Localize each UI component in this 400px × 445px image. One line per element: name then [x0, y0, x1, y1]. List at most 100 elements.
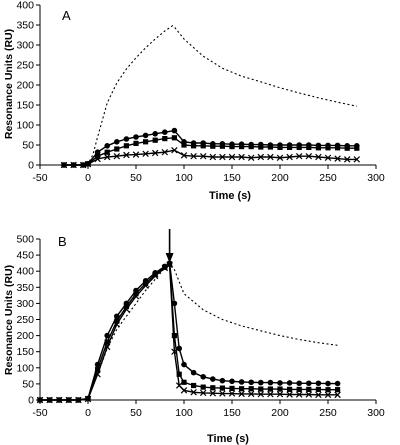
- panel-a-square-point: [277, 144, 283, 150]
- panel-a-square-point: [335, 145, 341, 151]
- panel-b-circle-point: [286, 380, 293, 386]
- panel-a-x-point: [247, 154, 255, 162]
- panel-b-x-point: [171, 348, 178, 355]
- panel-a-circle-point: [123, 136, 130, 142]
- panel-b-square-point: [335, 387, 341, 393]
- panel-b-square-point: [219, 385, 225, 391]
- panel-a-circle-point: [104, 143, 110, 149]
- panel-b-square-point: [258, 386, 264, 392]
- panel-b-x-point: [257, 390, 265, 398]
- panel-b-x-point: [305, 391, 313, 398]
- panel-b-injection-arrow: [165, 229, 174, 263]
- panel-a-square-point: [325, 145, 331, 151]
- panel-b-square-point: [277, 386, 283, 392]
- panel-a-x-point: [161, 148, 169, 156]
- panel-b-x-point: [180, 387, 188, 394]
- panel-a-square-point: [95, 153, 101, 159]
- panel-b-square-point: [95, 366, 101, 373]
- panel-b-x-point: [46, 396, 53, 404]
- panel-a-square-point: [258, 144, 264, 150]
- panel-b-circle-point: [114, 313, 120, 320]
- panel-b-x-point: [295, 391, 303, 398]
- panel-b-y-tick-label: 100: [16, 362, 34, 374]
- panel-b-data: [36, 229, 341, 404]
- panel-a-square-point: [315, 145, 321, 151]
- panel-b-square-point: [267, 386, 273, 392]
- panel-b-x-point: [161, 264, 169, 272]
- panel-a-square-point: [344, 145, 350, 151]
- panel-b-square-point: [287, 386, 293, 392]
- panel-b-x-point: [103, 343, 111, 351]
- panel-a-square-point: [133, 140, 139, 146]
- panel-b-y-tick-label: 450: [16, 250, 34, 262]
- panel-b-square-point: [191, 382, 197, 389]
- panel-b-circle-point: [181, 361, 187, 368]
- panel-a-circle-point: [133, 134, 139, 140]
- panel-b-circle-point: [190, 369, 197, 376]
- panel-a-square-point: [306, 144, 312, 150]
- panel-b-y-tick-label: 300: [16, 298, 34, 310]
- panel-b-square-point: [152, 271, 158, 278]
- panel-b-x-tick-label: 0: [85, 407, 91, 419]
- panel-a-x-point: [286, 153, 293, 161]
- panel-a-square-point: [191, 143, 197, 149]
- panel-b-circle-point: [306, 380, 312, 387]
- panel-a-x-point: [199, 152, 207, 160]
- panel-b-series-square-line: [40, 262, 338, 401]
- panel-a-y-tick-label: 250: [16, 60, 34, 72]
- panel-a-x-tick-label: 150: [223, 172, 241, 184]
- panel-a-x-point: [151, 149, 159, 157]
- panel-a-x-point: [228, 153, 236, 161]
- panel-b-square-point: [315, 386, 321, 392]
- panel-a-circle-point: [171, 127, 178, 134]
- panel-b-x-point: [286, 391, 293, 398]
- panel-a-x-point: [295, 152, 303, 160]
- panel-a-x-point: [79, 161, 87, 169]
- panel-b-circle-point: [219, 377, 226, 384]
- panel-a-x-tick-label: 50: [130, 172, 142, 184]
- panel-b-x-point: [199, 389, 207, 397]
- panel-b-x-point: [123, 305, 130, 313]
- panel-a-x-point: [123, 151, 130, 159]
- panel-b-circle-point: [210, 376, 216, 382]
- panel-a-y-tick-label: 50: [22, 140, 34, 152]
- panel-a-circle-point: [152, 131, 158, 137]
- panel-a: A Time (s) Resonance Units (RU) 0 50 100 15…: [3, 0, 385, 202]
- panel-b-x-point: [175, 382, 183, 389]
- panel-b-circle-point: [277, 380, 283, 386]
- panel-b-circle-point: [267, 379, 274, 386]
- panel-a-y-tick-label: 350: [16, 20, 34, 32]
- panel-b-circle-point: [229, 378, 235, 385]
- panel-a-y-tick-label: 400: [16, 0, 34, 12]
- panel-b-y-tick-label: 350: [16, 282, 34, 294]
- panel-a-x-point: [267, 153, 274, 161]
- panel-b-x-point: [219, 390, 226, 397]
- panel-b-square-point: [181, 379, 187, 385]
- panel-a-square-point: [229, 144, 235, 150]
- panel-a-square-point: [123, 143, 129, 149]
- panel-a-square-point: [354, 145, 360, 151]
- panel-b-series-circle-line: [40, 261, 338, 401]
- panel-b-square-point: [248, 386, 254, 392]
- panel-a-x-point: [315, 153, 322, 161]
- panel-b-x-point: [142, 282, 149, 289]
- panel-b-square-point: [123, 304, 129, 310]
- panel-a-x-axis-label: Time (s): [209, 190, 251, 202]
- panel-a-square-point: [287, 144, 293, 150]
- panel-a-x-point: [276, 154, 284, 162]
- panel-a-x-point: [180, 152, 188, 159]
- panel-b-x-point: [276, 390, 284, 398]
- panel-b-x-point: [334, 391, 341, 399]
- panel-b-label: B: [58, 234, 67, 249]
- panel-b-circle-point: [315, 380, 322, 387]
- panel-a-x-point: [142, 150, 149, 158]
- panel-b-x-tick-label: 250: [319, 407, 337, 419]
- panel-a-square-point: [248, 144, 254, 150]
- panel-a-y-tick-label: 0: [28, 160, 34, 172]
- panel-a-square-point: [267, 144, 273, 150]
- panel-b-square-point: [200, 384, 206, 390]
- panel-b-y-tick-label: 0: [28, 395, 34, 407]
